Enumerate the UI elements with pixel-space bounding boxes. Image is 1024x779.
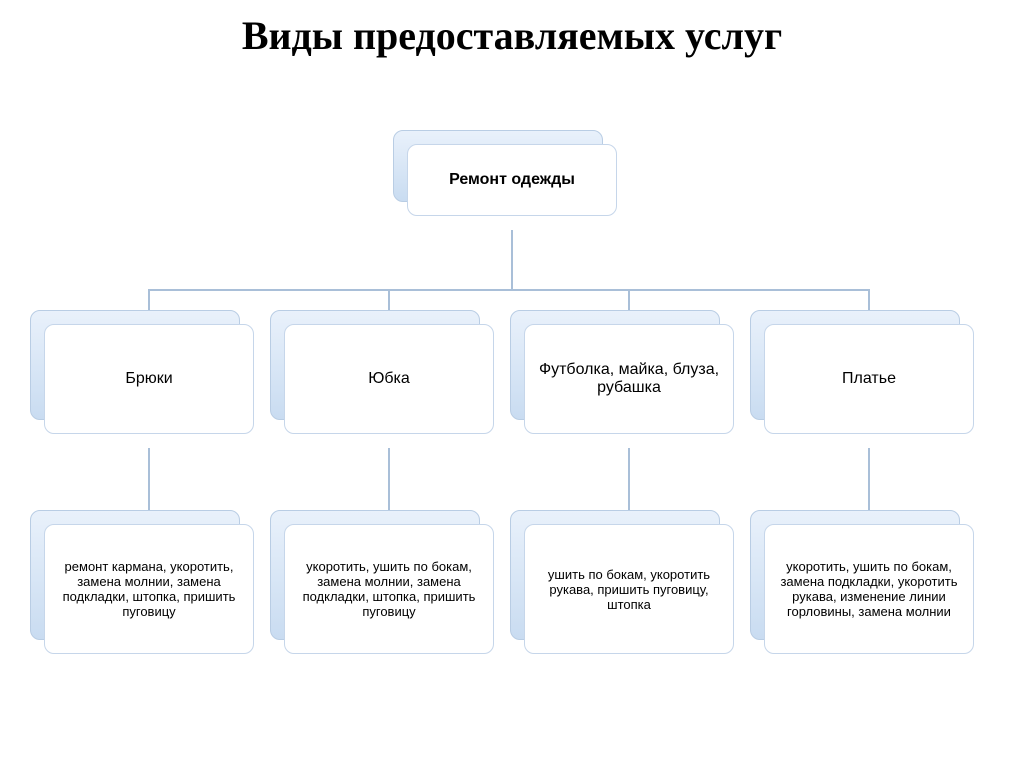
node-mid-2: Футболка, майка, блуза, рубашка [524,324,748,448]
node-box: укоротить, ушить по бокам, замена подкла… [764,524,974,654]
node-box: Брюки [44,324,254,434]
node-mid-1: Юбка [284,324,508,448]
node-label: укоротить, ушить по бокам, замена подкла… [773,559,965,619]
node-box: ремонт кармана, укоротить, замена молнии… [44,524,254,654]
node-box: ушить по бокам, укоротить рукава, пришит… [524,524,734,654]
node-root: Ремонт одежды [407,144,631,230]
page-title: Виды предоставляемых услуг [0,12,1024,59]
node-box: Юбка [284,324,494,434]
node-box: Ремонт одежды [407,144,617,216]
node-box: Платье [764,324,974,434]
connector [511,230,513,289]
node-label: Юбка [368,370,410,388]
node-label: Ремонт одежды [449,171,575,189]
node-label: ремонт кармана, укоротить, замена молнии… [53,559,245,619]
node-box: укоротить, ушить по бокам, замена молнии… [284,524,494,654]
node-label: Футболка, майка, блуза, рубашка [533,361,725,397]
node-leaf-2: ушить по бокам, укоротить рукава, пришит… [524,524,748,668]
connector [148,289,870,291]
node-label: Брюки [125,370,172,388]
node-leaf-3: укоротить, ушить по бокам, замена подкла… [764,524,988,668]
node-leaf-0: ремонт кармана, укоротить, замена молнии… [44,524,268,668]
node-mid-3: Платье [764,324,988,448]
hierarchy-diagram: Ремонт одежды Брюки Юбка Футболка, майка… [0,79,1024,769]
node-label: укоротить, ушить по бокам, замена молнии… [293,559,485,619]
node-label: ушить по бокам, укоротить рукава, пришит… [533,567,725,612]
node-box: Футболка, майка, блуза, рубашка [524,324,734,434]
node-mid-0: Брюки [44,324,268,448]
node-label: Платье [842,370,896,388]
node-leaf-1: укоротить, ушить по бокам, замена молнии… [284,524,508,668]
